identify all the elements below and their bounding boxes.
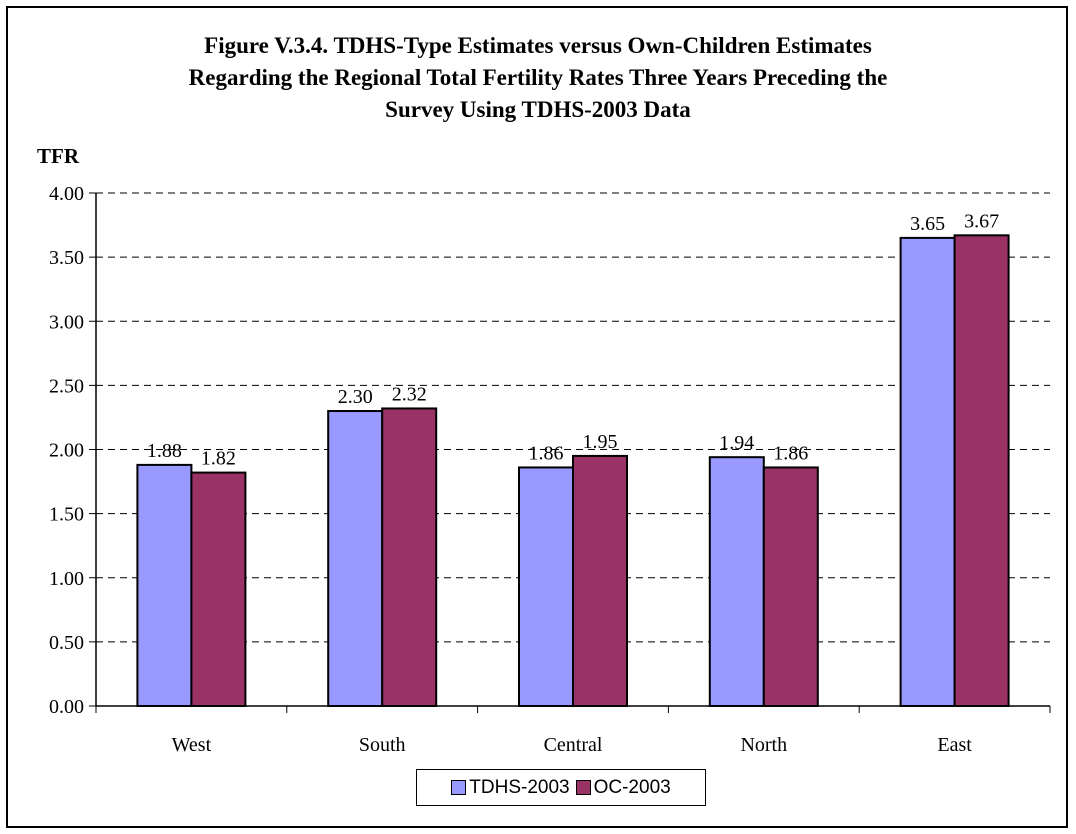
bars bbox=[136, 234, 1010, 708]
data-label: 1.82 bbox=[201, 448, 236, 470]
data-label: 1.88 bbox=[147, 440, 182, 462]
bar-tdhs-2003 bbox=[518, 466, 574, 707]
bar-tdhs-2003 bbox=[899, 236, 956, 707]
x-tick-label: West bbox=[172, 734, 212, 756]
axes bbox=[89, 192, 1051, 713]
data-label: 2.32 bbox=[392, 383, 427, 405]
chart-title-line-1: Figure V.3.4. TDHS-Type Estimates versus… bbox=[204, 33, 872, 58]
bar-tdhs-2003 bbox=[136, 463, 193, 708]
bar-oc-2003 bbox=[381, 407, 438, 707]
legend: TDHS-2003 OC-2003 bbox=[416, 769, 706, 806]
y-tick-label: 2.50 bbox=[49, 375, 84, 397]
y-tick-label: 3.50 bbox=[49, 247, 84, 269]
data-label: 1.94 bbox=[719, 432, 754, 454]
bar-oc-2003 bbox=[762, 466, 819, 707]
data-labels: 1.88 1.82 2.30 2.32 1.86 1.95 1.94 1.86 3.65 3.67 bbox=[147, 210, 999, 469]
legend-label-oc: OC-2003 bbox=[593, 776, 671, 798]
y-tick-label: 1.00 bbox=[49, 568, 84, 590]
x-tick-label: North bbox=[740, 734, 787, 756]
tick-labels: 0.00 0.50 1.00 1.50 2.00 2.50 3.00 3.50 4.00 West… bbox=[49, 183, 972, 756]
legend-item-tdhs: TDHS-2003 bbox=[451, 776, 570, 799]
data-label: 2.30 bbox=[338, 386, 373, 408]
y-tick-label: 0.00 bbox=[49, 696, 84, 718]
x-tick-label: South bbox=[359, 734, 406, 756]
legend-swatch-oc bbox=[575, 780, 591, 795]
data-label: 1.95 bbox=[583, 431, 618, 453]
bar-tdhs-2003 bbox=[327, 410, 384, 707]
bar-oc-2003 bbox=[953, 234, 1010, 707]
bar-oc-2003 bbox=[190, 471, 247, 707]
data-label: 3.67 bbox=[964, 210, 999, 232]
data-label: 1.86 bbox=[529, 442, 564, 464]
y-tick-label: 0.50 bbox=[49, 632, 84, 654]
chart-title: Figure V.3.4. TDHS-Type Estimates versus… bbox=[0, 30, 1076, 126]
legend-label-tdhs: TDHS-2003 bbox=[469, 776, 570, 798]
bar-oc-2003 bbox=[572, 454, 628, 707]
data-label: 1.86 bbox=[773, 442, 808, 464]
chart-title-line-2: Regarding the Regional Total Fertility R… bbox=[188, 65, 888, 90]
chart-title-line-3: Survey Using TDHS-2003 Data bbox=[385, 97, 691, 122]
y-tick-label: 4.00 bbox=[49, 183, 84, 205]
y-tick-label: 1.50 bbox=[49, 504, 84, 526]
bar-tdhs-2003 bbox=[708, 456, 765, 707]
x-tick-label: East bbox=[937, 734, 972, 756]
y-tick-label: 3.00 bbox=[49, 311, 84, 333]
x-tick-label: Central bbox=[544, 734, 603, 756]
legend-item-oc: OC-2003 bbox=[575, 776, 671, 799]
gridlines bbox=[96, 192, 1050, 643]
y-tick-label: 2.00 bbox=[49, 440, 84, 462]
legend-swatch-tdhs bbox=[451, 780, 467, 795]
data-label: 3.65 bbox=[910, 213, 945, 235]
y-axis-label: TFR bbox=[37, 144, 80, 168]
